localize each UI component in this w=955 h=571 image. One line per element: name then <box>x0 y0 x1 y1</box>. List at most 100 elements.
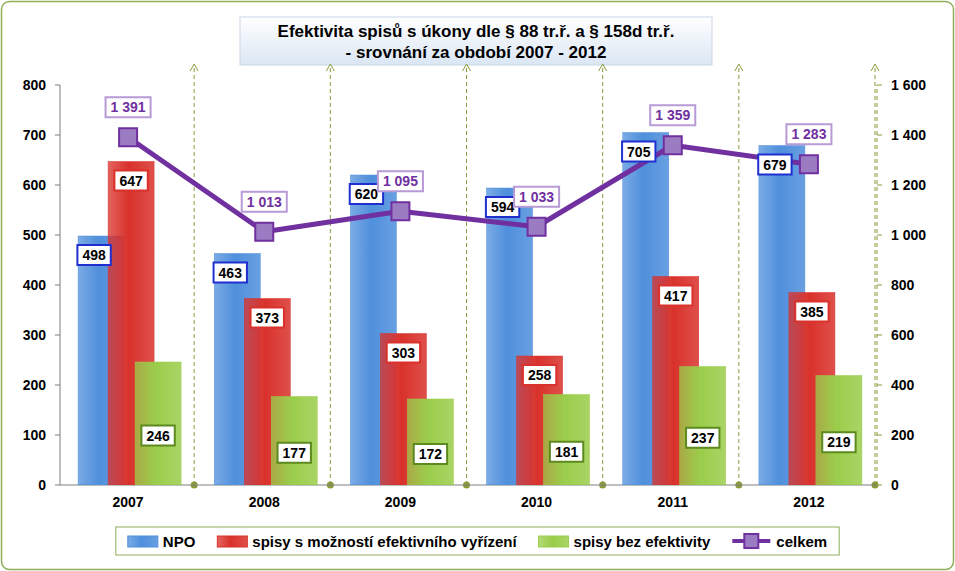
separator <box>466 65 467 485</box>
data-label: 647 <box>114 171 147 191</box>
y2-tick <box>877 285 882 286</box>
data-label-box <box>106 97 151 117</box>
y2-tick <box>877 185 882 186</box>
data-label-text: 181 <box>555 444 579 460</box>
data-label: 1 283 <box>786 124 831 144</box>
y2-tick-label: 400 <box>891 377 915 393</box>
frame <box>2 2 954 570</box>
data-label-box <box>650 105 695 125</box>
bar <box>680 367 726 486</box>
data-label-box <box>114 171 147 191</box>
x-tick-label: 2007 <box>113 494 144 510</box>
y2-tick-label: 1 400 <box>891 127 926 143</box>
y-tick-label: 800 <box>23 77 47 93</box>
legend-item: spisy bez efektivity <box>539 533 711 550</box>
data-label-text: 647 <box>119 173 143 189</box>
legend-box <box>116 527 839 555</box>
bar <box>271 397 317 486</box>
data-label: 705 <box>622 142 655 162</box>
x-tick-label: 2008 <box>249 494 280 510</box>
y-tick <box>55 435 60 436</box>
data-label: 463 <box>214 263 247 283</box>
data-label-box <box>214 263 247 283</box>
separator <box>875 65 876 485</box>
data-label: 181 <box>550 442 583 462</box>
data-label-box <box>414 444 447 464</box>
data-label-box <box>278 443 311 463</box>
separator <box>330 65 331 485</box>
y2-tick <box>877 385 882 386</box>
y-tick-label: 0 <box>38 477 46 493</box>
title-box <box>240 17 712 65</box>
data-label-text: 1 359 <box>655 107 690 123</box>
data-label-text: 246 <box>146 428 170 444</box>
bar <box>816 376 862 486</box>
data-label-text: 1 013 <box>247 194 282 210</box>
separator-arrow <box>326 64 334 71</box>
legend-item: spisy s možností efektivního vyřízení <box>217 533 517 550</box>
marker <box>255 223 273 241</box>
y2-tick-label: 1 200 <box>891 177 926 193</box>
bar <box>407 399 453 485</box>
data-label: 385 <box>795 302 828 322</box>
legend-item: celkem <box>732 533 827 550</box>
data-label-text: 303 <box>392 345 416 361</box>
data-label: 237 <box>686 428 719 448</box>
legend-label: celkem <box>776 533 827 550</box>
data-label-box <box>387 343 420 363</box>
data-label-text: 463 <box>219 265 243 281</box>
data-label: 1 359 <box>650 105 695 125</box>
marker <box>391 202 409 220</box>
data-label-box <box>251 308 284 328</box>
line <box>128 137 809 232</box>
y-tick <box>55 485 60 486</box>
data-label-text: 705 <box>627 144 651 160</box>
y2-tick <box>877 135 882 136</box>
legend-label: NPO <box>163 533 196 550</box>
y-tick-label: 200 <box>23 377 47 393</box>
data-label-box <box>686 428 719 448</box>
legend-swatch <box>539 536 569 547</box>
legend-label: spisy bez efektivity <box>574 533 711 550</box>
data-label-box <box>758 155 791 175</box>
data-label: 1 013 <box>242 192 287 212</box>
y-tick-label: 500 <box>23 227 47 243</box>
legend-swatch <box>128 536 158 547</box>
y2-tick-label: 0 <box>891 477 899 493</box>
data-label-text: 594 <box>491 199 515 215</box>
chart-container: Efektivita spisů s úkony dle § 88 tr.ř. … <box>0 0 955 571</box>
data-label-box <box>141 426 174 446</box>
chart-svg: Efektivita spisů s úkony dle § 88 tr.ř. … <box>0 0 955 571</box>
data-label-text: 679 <box>763 157 787 173</box>
data-label-text: 1 033 <box>519 189 554 205</box>
y2-tick <box>877 235 882 236</box>
legend-swatch <box>217 536 247 547</box>
data-label-text: 172 <box>419 446 443 462</box>
data-label-box <box>77 245 110 265</box>
separator-arrow <box>463 64 471 71</box>
bar <box>544 395 590 486</box>
separator-arrow <box>599 64 607 71</box>
x-tick-label: 2009 <box>385 494 416 510</box>
y-tick <box>55 185 60 186</box>
data-label: 219 <box>822 432 855 452</box>
y2-tick <box>877 485 882 486</box>
x-tick-label: 2010 <box>521 494 552 510</box>
data-label-text: 177 <box>283 445 307 461</box>
y-tick-label: 400 <box>23 277 47 293</box>
data-label-text: 1 283 <box>791 126 826 142</box>
data-label-text: 258 <box>528 367 552 383</box>
y2-tick <box>877 335 882 336</box>
y2-tick-label: 800 <box>891 277 915 293</box>
y2-tick-label: 200 <box>891 427 915 443</box>
data-label-text: 620 <box>355 186 379 202</box>
data-label-text: 498 <box>82 247 106 263</box>
data-label: 303 <box>387 343 420 363</box>
y-tick <box>55 235 60 236</box>
data-label: 373 <box>251 308 284 328</box>
data-label-box <box>514 187 559 207</box>
y2-tick-label: 1 000 <box>891 227 926 243</box>
separator <box>602 65 603 485</box>
y-tick <box>55 385 60 386</box>
marks <box>78 128 862 485</box>
